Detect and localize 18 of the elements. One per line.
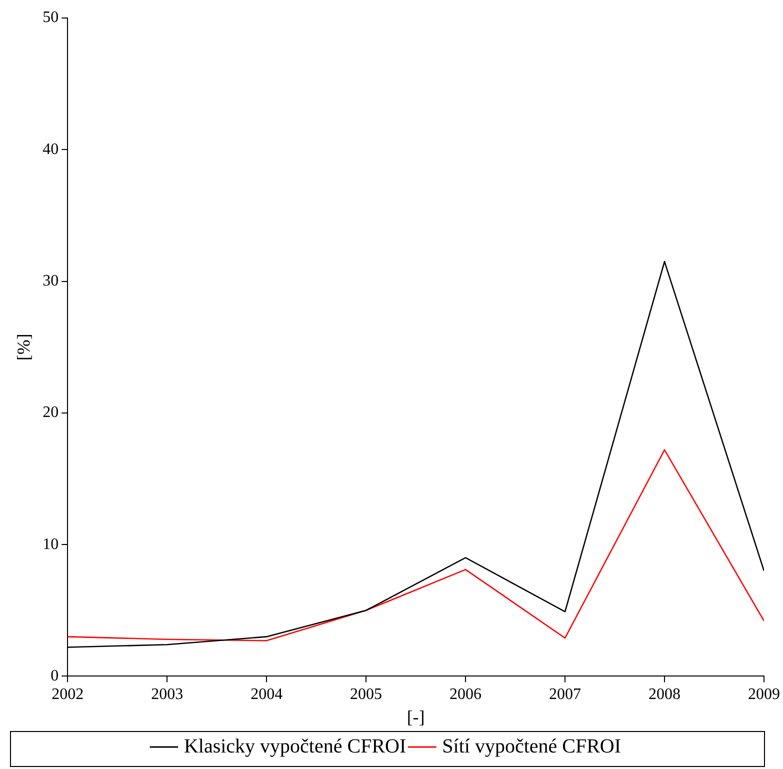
y-tick-label: 10 <box>42 536 59 553</box>
legend-label: Sítí vypočtené CFROI <box>442 735 622 758</box>
y-axis-title: [%] <box>14 334 34 361</box>
x-tick-label: 2004 <box>250 686 283 704</box>
x-tick-label: 2005 <box>350 686 382 704</box>
y-tick-label: 0 <box>50 667 59 684</box>
y-tick-label: 40 <box>42 140 59 158</box>
x-tick-label: 2009 <box>748 686 780 704</box>
y-tick-label: 30 <box>42 272 59 290</box>
y-tick-label: 50 <box>42 9 59 26</box>
y-tick-label: 20 <box>42 404 59 422</box>
x-tick-label: 2006 <box>450 686 482 704</box>
x-tick-label: 2002 <box>52 686 84 704</box>
x-tick-label: 2003 <box>151 686 184 704</box>
x-tick-label: 2008 <box>648 686 681 704</box>
x-axis-title: [-] <box>406 706 425 727</box>
legend-label: Klasicky vypočtené CFROI <box>184 735 406 758</box>
x-tick-label: 2007 <box>549 686 582 704</box>
